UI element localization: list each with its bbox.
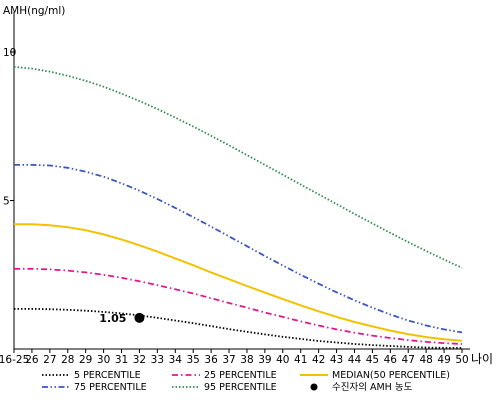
x-tick-label: 45 bbox=[366, 354, 379, 366]
y-axis-label: AMH(ng/ml) bbox=[3, 5, 65, 17]
x-tick-label: 32 bbox=[133, 354, 146, 366]
x-tick-label: 48 bbox=[419, 354, 432, 366]
x-tick-label: 26 bbox=[25, 354, 39, 366]
x-tick-label: 39 bbox=[258, 354, 271, 366]
x-tick-label: 41 bbox=[294, 354, 307, 366]
x-tick-label: 27 bbox=[43, 354, 56, 366]
series-line-95-percentile bbox=[13, 66, 463, 269]
legend-label: 25 PERCENTILE bbox=[204, 370, 277, 381]
x-tick-label: 37 bbox=[222, 354, 235, 366]
x-tick-label: 49 bbox=[437, 354, 450, 366]
x-tick-label: 43 bbox=[330, 354, 343, 366]
x-tick-label: 40 bbox=[276, 354, 289, 366]
y-tick-label: 10 bbox=[3, 47, 16, 59]
x-tick-label: 38 bbox=[240, 354, 253, 366]
legend-marker-dot bbox=[310, 383, 318, 391]
series-line-median-50-percentile bbox=[14, 223, 463, 342]
x-axis-label: 나이 bbox=[471, 352, 493, 366]
x-tick-label: 16-25 bbox=[0, 354, 29, 366]
series-lines bbox=[13, 66, 463, 349]
y-ticks: 5 10 bbox=[3, 47, 16, 208]
legend: 5 PERCENTILE 25 PERCENTILE MEDIAN(50 PERCE… bbox=[42, 370, 450, 393]
x-tick-label: 30 bbox=[97, 354, 110, 366]
y-tick-label: 5 bbox=[3, 196, 10, 208]
legend-label: MEDIAN(50 PERCENTILE) bbox=[332, 370, 450, 381]
x-tick-label: 36 bbox=[204, 354, 218, 366]
x-tick-label: 34 bbox=[169, 354, 183, 366]
x-tick-label: 33 bbox=[151, 354, 164, 366]
axes bbox=[13, 12, 470, 350]
patient-marker: 1.05 bbox=[99, 312, 145, 325]
patient-marker-dot bbox=[134, 312, 145, 323]
x-tick-label: 50 bbox=[455, 354, 468, 366]
x-tick-label: 47 bbox=[402, 354, 415, 366]
x-tick-label: 44 bbox=[348, 354, 362, 366]
x-tick-label: 46 bbox=[384, 354, 398, 366]
legend-label: 75 PERCENTILE bbox=[74, 382, 147, 393]
x-tick-label: 28 bbox=[61, 354, 74, 366]
x-tick-label: 35 bbox=[187, 354, 200, 366]
series-line-25-percentile bbox=[14, 267, 463, 345]
legend-label: 95 PERCENTILE bbox=[204, 382, 277, 393]
x-tick-label: 31 bbox=[115, 354, 128, 366]
legend-label: 5 PERCENTILE bbox=[74, 370, 141, 381]
x-tick-label: 29 bbox=[79, 354, 92, 366]
legend-label: 수진자의 AMH 농도 bbox=[332, 382, 413, 393]
series-line-5-percentile bbox=[14, 307, 463, 349]
x-tick-label: 42 bbox=[312, 354, 325, 366]
patient-marker-label: 1.05 bbox=[99, 312, 126, 325]
series-line-75-percentile bbox=[14, 163, 463, 334]
